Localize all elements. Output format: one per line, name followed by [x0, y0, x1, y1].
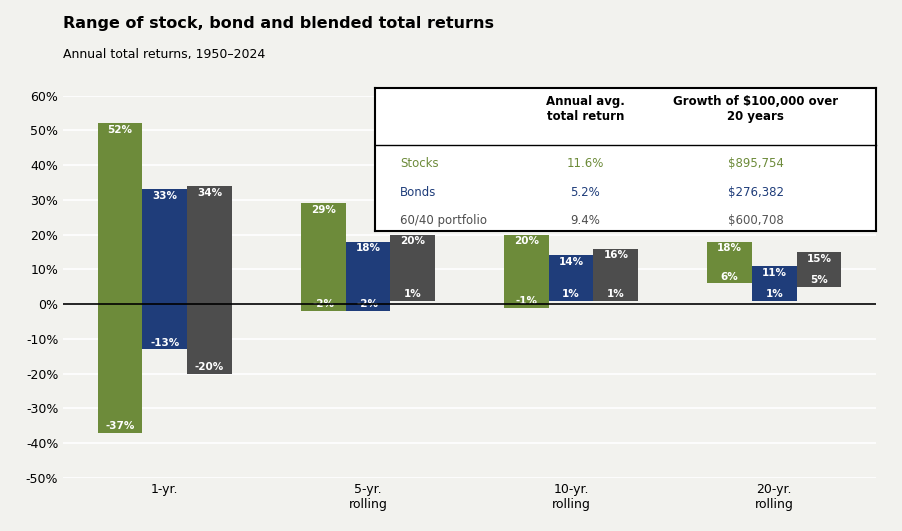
- Text: -1%: -1%: [515, 296, 537, 306]
- Text: 1%: 1%: [606, 289, 624, 299]
- Text: -2%: -2%: [312, 299, 334, 310]
- Bar: [503, 235, 548, 307]
- Bar: [548, 255, 593, 301]
- Text: 5%: 5%: [809, 275, 827, 285]
- Bar: [796, 252, 841, 287]
- Text: $895,754: $895,754: [727, 157, 783, 170]
- Text: 33%: 33%: [152, 191, 177, 201]
- Bar: [706, 242, 751, 283]
- Bar: [187, 186, 232, 374]
- Bar: [390, 235, 435, 301]
- Text: 60/40 portfolio: 60/40 portfolio: [400, 215, 486, 227]
- Text: 16%: 16%: [603, 250, 628, 260]
- Text: 1%: 1%: [765, 289, 782, 299]
- Text: 1%: 1%: [403, 289, 421, 299]
- Text: Stocks: Stocks: [400, 157, 438, 170]
- Bar: [143, 190, 187, 349]
- Text: 18%: 18%: [355, 243, 380, 253]
- Text: 20%: 20%: [513, 236, 538, 246]
- Text: -37%: -37%: [106, 421, 134, 431]
- Bar: [300, 203, 345, 311]
- Text: 20%: 20%: [400, 236, 425, 246]
- Text: -20%: -20%: [195, 362, 224, 372]
- Text: Range of stock, bond and blended total returns: Range of stock, bond and blended total r…: [63, 16, 493, 31]
- Text: 34%: 34%: [197, 187, 222, 198]
- Text: -13%: -13%: [150, 338, 179, 348]
- Text: Bonds: Bonds: [400, 186, 436, 199]
- Bar: [751, 266, 796, 301]
- Text: 52%: 52%: [107, 125, 133, 135]
- Text: 11.6%: 11.6%: [566, 157, 603, 170]
- Text: 11%: 11%: [761, 268, 786, 278]
- Text: -2%: -2%: [356, 299, 379, 310]
- Text: 6%: 6%: [720, 271, 738, 281]
- Text: 14%: 14%: [558, 257, 583, 267]
- Text: $276,382: $276,382: [727, 186, 783, 199]
- Text: Growth of $100,000 over
20 years: Growth of $100,000 over 20 years: [672, 95, 837, 123]
- Bar: [593, 249, 638, 301]
- Text: 1%: 1%: [562, 289, 579, 299]
- Text: 9.4%: 9.4%: [570, 215, 600, 227]
- Text: Annual avg.
total return: Annual avg. total return: [545, 95, 624, 123]
- Text: 18%: 18%: [716, 243, 741, 253]
- Text: $600,708: $600,708: [727, 215, 783, 227]
- Bar: [345, 242, 390, 311]
- Text: Annual total returns, 1950–2024: Annual total returns, 1950–2024: [63, 48, 265, 61]
- Text: 15%: 15%: [805, 254, 831, 264]
- Text: 5.2%: 5.2%: [570, 186, 600, 199]
- Text: 29%: 29%: [310, 205, 336, 215]
- Bar: [97, 123, 143, 433]
